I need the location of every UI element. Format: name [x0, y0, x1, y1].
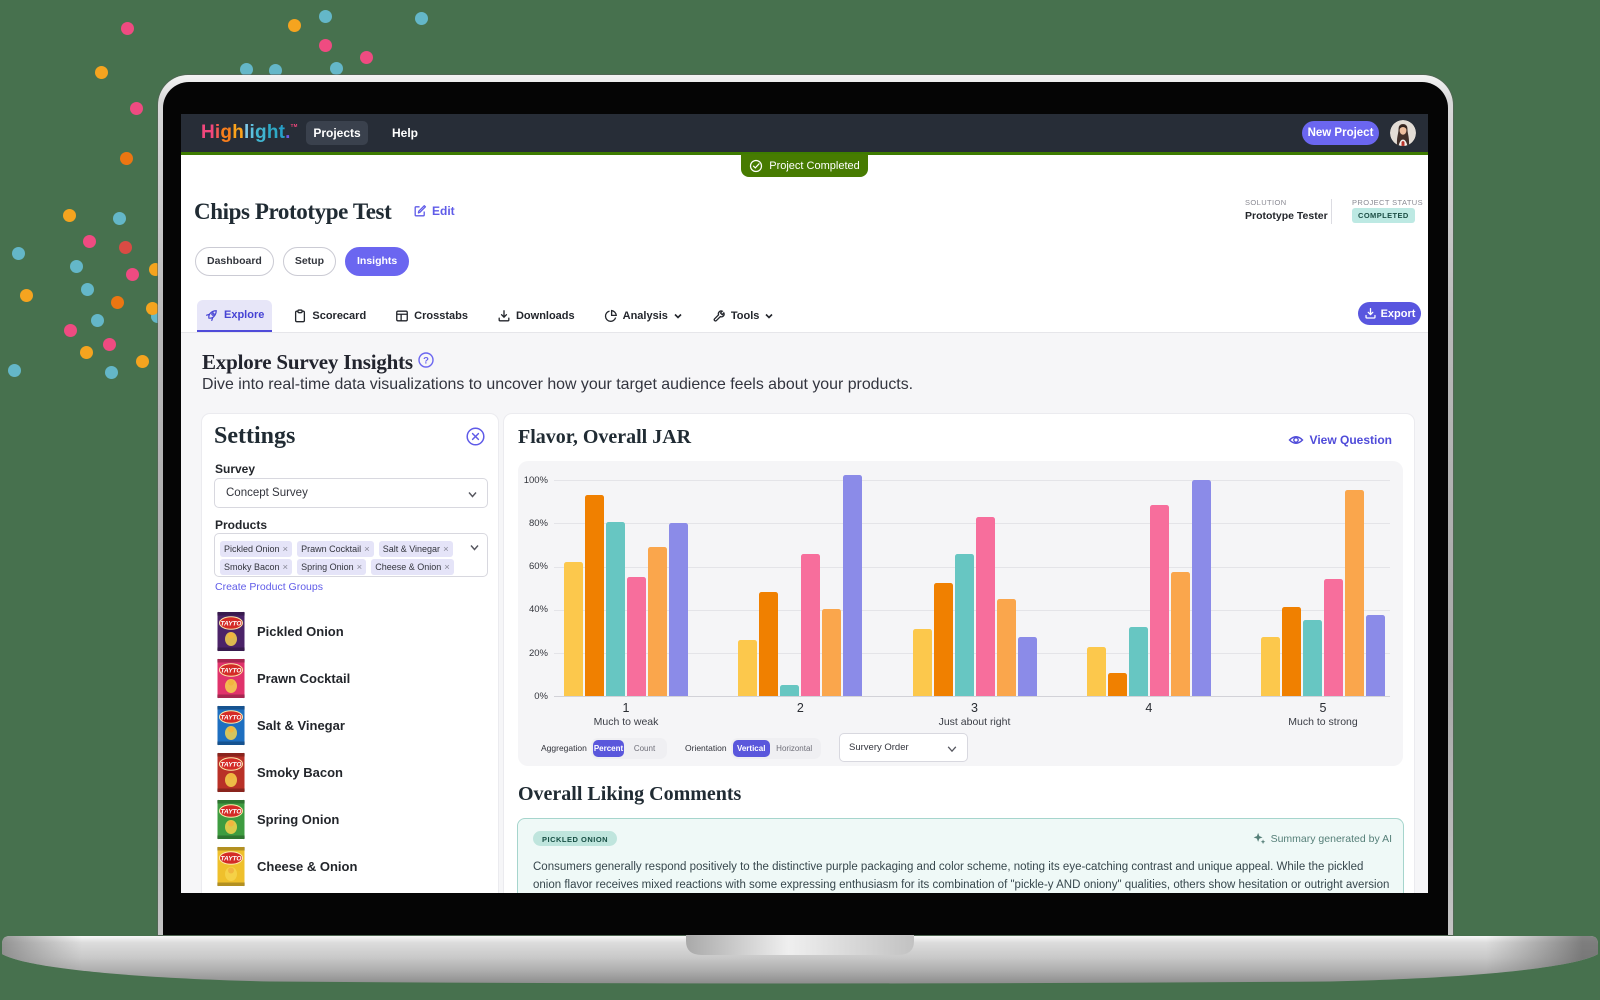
svg-text:TAYTO: TAYTO — [221, 715, 242, 722]
svg-text:?: ? — [423, 355, 429, 366]
svg-text:TAYTO: TAYTO — [221, 856, 242, 863]
svg-text:TAYTO: TAYTO — [221, 668, 242, 675]
svg-text:TAYTO: TAYTO — [221, 809, 242, 816]
svg-text:TAYTO: TAYTO — [221, 762, 242, 769]
svg-text:TAYTO: TAYTO — [221, 621, 242, 628]
